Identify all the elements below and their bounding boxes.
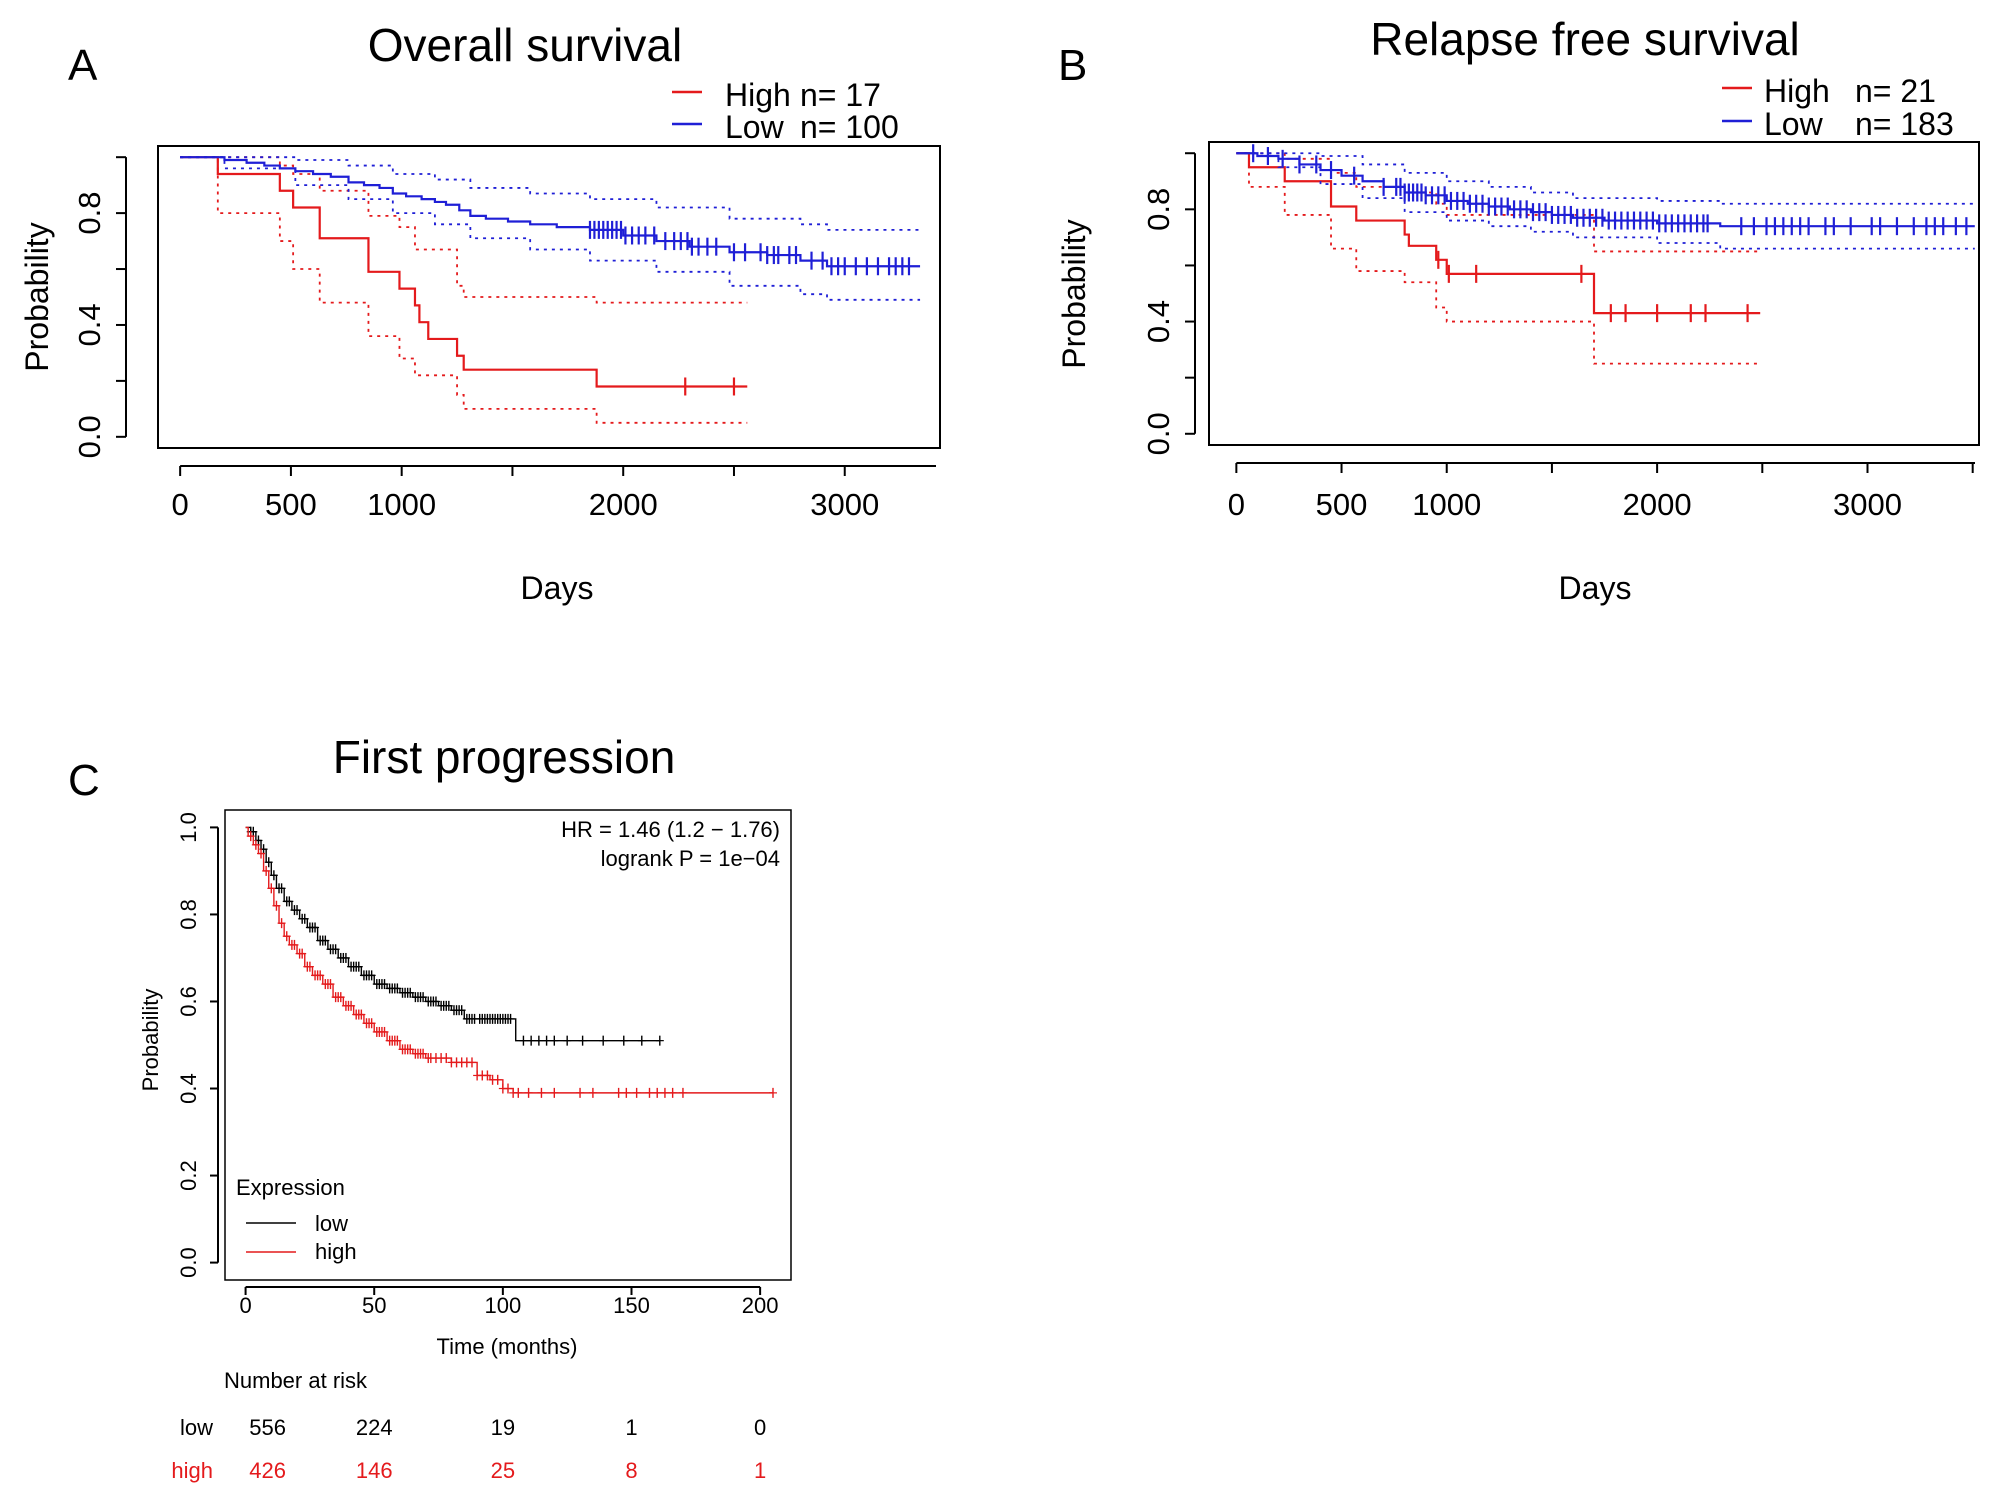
- high-survival-curve: [180, 156, 748, 388]
- x-tick-label: 200: [742, 1293, 779, 1318]
- y-tick-label: 0.8: [72, 192, 107, 235]
- y-tick-label: 1.0: [176, 812, 201, 843]
- panel-a-ylabel: Probability: [19, 222, 55, 371]
- low-survival-curve: [1236, 152, 1975, 228]
- y-tick-label: 0.4: [1141, 300, 1176, 343]
- y-tick-label: 0.0: [1141, 412, 1176, 455]
- low-ci-lower: [1236, 152, 1975, 250]
- panel-b-ylabel: Probability: [1056, 219, 1092, 368]
- panel-a-overall-survival: A Overall survival High n= 17 Low n= 100…: [19, 19, 941, 606]
- panel-b-legend-low-label: Low: [1764, 106, 1824, 142]
- panel-b-xlabel: Days: [1559, 570, 1632, 606]
- panel-b-curves: [1236, 144, 1975, 365]
- panel-b-relapse-free-survival: B Relapse free survival High n= 21 Low n…: [1056, 13, 1980, 606]
- panel-b-letter: B: [1058, 41, 1087, 90]
- y-tick-label: 0.4: [72, 303, 107, 346]
- panel-c-ylabel: Probability: [138, 989, 163, 1092]
- x-tick-label: 150: [613, 1293, 650, 1318]
- panel-c-hr-text: HR = 1.46 (1.2 − 1.76): [561, 817, 780, 842]
- high-ci-upper: [1236, 152, 1761, 253]
- risk-high-value: 146: [356, 1458, 393, 1483]
- x-tick-label: 0: [172, 487, 189, 522]
- x-tick-label: 500: [1316, 487, 1368, 522]
- panel-c-plot-frame: [224, 809, 792, 1281]
- panel-a-plot-frame: [157, 145, 941, 449]
- panel-c-curves: [245, 826, 777, 1098]
- panel-a-axes: 0 500 1000 2000 3000 0.0 0.4 0.8: [72, 156, 936, 522]
- risk-high-value: 426: [249, 1458, 286, 1483]
- y-tick-label: 0.2: [176, 1160, 201, 1191]
- panel-b-axes: 0 500 1000 2000 3000 0.0 0.4 0.8: [1141, 152, 1975, 522]
- risk-low-value: 19: [491, 1415, 515, 1440]
- x-tick-label: 0: [239, 1293, 251, 1318]
- x-tick-label: 3000: [1833, 487, 1902, 522]
- high-ci-upper: [180, 156, 748, 304]
- risk-row-label-low: low: [180, 1415, 213, 1440]
- high-ci-lower: [180, 156, 748, 424]
- low-ci-lower: [180, 156, 921, 301]
- panel-b-legend-low-n: n= 183: [1855, 106, 1954, 142]
- panel-c-logrank-text: logrank P = 1e−04: [601, 846, 780, 871]
- panel-c-legend: Expression low high: [236, 1175, 357, 1264]
- high-ci-lower: [1236, 152, 1761, 365]
- panel-a-legend-low-label: Low: [725, 109, 785, 145]
- x-tick-label: 1000: [1412, 487, 1481, 522]
- x-tick-label: 0: [1228, 487, 1245, 522]
- panel-c-letter: C: [68, 756, 100, 805]
- panel-c-legend-high-label: high: [315, 1239, 357, 1264]
- x-tick-label: 1000: [367, 487, 436, 522]
- x-tick-label: 2000: [589, 487, 658, 522]
- low-ci-upper: [1236, 152, 1975, 205]
- x-tick-label: 2000: [1623, 487, 1692, 522]
- panel-c-legend-title: Expression: [236, 1175, 345, 1200]
- high-survival-curve: [1236, 152, 1761, 315]
- y-tick-label: 0.0: [176, 1247, 201, 1278]
- panel-a-title: Overall survival: [368, 19, 682, 71]
- risk-low-value: 1: [625, 1415, 637, 1440]
- panel-b-title: Relapse free survival: [1370, 13, 1800, 65]
- panel-a-xlabel: Days: [521, 570, 594, 606]
- x-tick-label: 3000: [810, 487, 879, 522]
- risk-table-title: Number at risk: [224, 1368, 368, 1393]
- risk-low-value: 224: [356, 1415, 393, 1440]
- panel-c-risk-table: Number at risk low 556 224 19 1 0 high 426 146 25…: [171, 1368, 766, 1483]
- panel-a-curves: [180, 156, 921, 424]
- low-survival-curve: [180, 156, 921, 268]
- panel-a-legend-low-n: n= 100: [800, 109, 899, 145]
- risk-low-value: 556: [249, 1415, 286, 1440]
- risk-row-label-high: high: [171, 1458, 213, 1483]
- panel-c-title: First progression: [333, 731, 676, 783]
- panel-b-legend: High n= 21 Low n= 183: [1722, 73, 1954, 142]
- risk-high-value: 8: [625, 1458, 637, 1483]
- y-tick-label: 0.8: [1141, 188, 1176, 231]
- panel-c-first-progression: C First progression HR = 1.46 (1.2 − 1.7…: [68, 731, 792, 1483]
- panel-b-legend-high-label: High: [1764, 73, 1830, 109]
- panel-c-axes: 0 50 100 150 200 0.0 0.2 0.4 0.6 0.8 1.0: [176, 812, 778, 1318]
- panel-a-letter: A: [68, 41, 98, 90]
- low-ci-upper: [180, 156, 921, 231]
- panel-a-legend-high-n: n= 17: [800, 77, 881, 113]
- x-tick-label: 500: [265, 487, 317, 522]
- panel-a-legend: High n= 17 Low n= 100: [672, 77, 899, 145]
- x-tick-label: 50: [362, 1293, 386, 1318]
- panel-a-legend-high-label: High: [725, 77, 791, 113]
- y-tick-label: 0.0: [72, 415, 107, 458]
- panel-c-xlabel: Time (months): [437, 1334, 578, 1359]
- x-tick-label: 100: [484, 1293, 521, 1318]
- y-tick-label: 0.6: [176, 986, 201, 1017]
- risk-low-value: 0: [754, 1415, 766, 1440]
- y-tick-label: 0.8: [176, 899, 201, 930]
- panel-c-legend-low-label: low: [315, 1211, 348, 1236]
- panel-b-plot-frame: [1208, 141, 1980, 446]
- y-tick-label: 0.4: [176, 1073, 201, 1104]
- low-survival-curve: [245, 826, 660, 1042]
- panel-b-legend-high-n: n= 21: [1855, 73, 1936, 109]
- risk-high-value: 1: [754, 1458, 766, 1483]
- risk-high-value: 25: [491, 1458, 515, 1483]
